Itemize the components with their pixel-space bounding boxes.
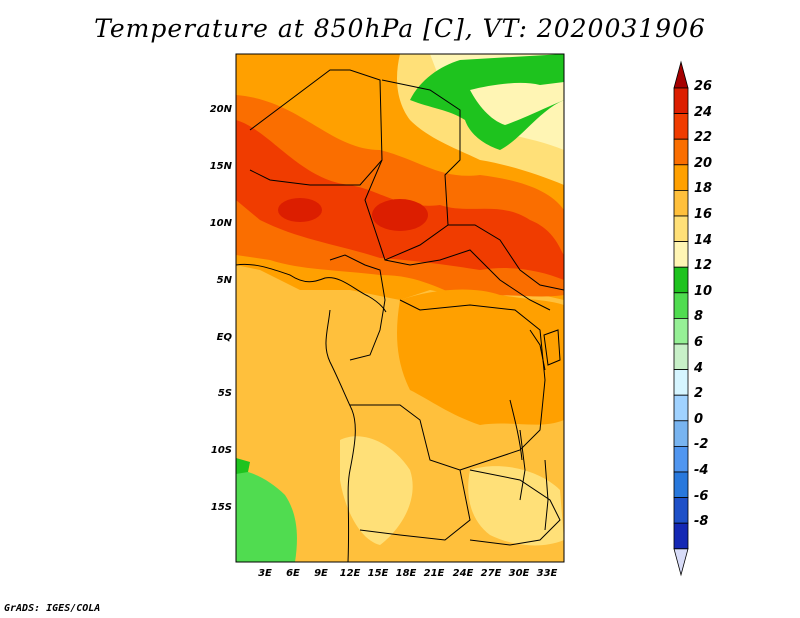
colorbar-label: 18 bbox=[694, 181, 713, 197]
border-cameroon bbox=[329, 254, 386, 361]
border-zambia bbox=[469, 469, 561, 546]
lat-label-10s: 10S bbox=[210, 445, 232, 456]
border-angola bbox=[350, 404, 471, 541]
colorbar bbox=[673, 60, 689, 577]
colorbar-box bbox=[673, 266, 689, 294]
colorbar-label: 10 bbox=[694, 283, 713, 299]
colorbar-box bbox=[673, 317, 689, 345]
field-hot-26-a bbox=[372, 199, 428, 231]
coastline-west-africa bbox=[236, 263, 387, 313]
lat-label-15n: 15N bbox=[209, 161, 232, 172]
lon-label-33e: 33E bbox=[536, 568, 558, 579]
colorbar-top-triangle bbox=[673, 60, 689, 89]
colorbar-box bbox=[673, 87, 689, 115]
colorbar-box bbox=[673, 113, 689, 140]
colorbar-box bbox=[673, 394, 689, 422]
temperature-field bbox=[236, 54, 564, 562]
colorbar-label: 20 bbox=[694, 155, 713, 171]
colorbar-box bbox=[673, 420, 689, 447]
colorbar-label: -6 bbox=[694, 488, 709, 504]
colorbar-label: 14 bbox=[694, 232, 713, 248]
field-warm-24 bbox=[236, 120, 564, 280]
colorbar-box bbox=[673, 292, 689, 319]
colorbar-label: 12 bbox=[694, 258, 713, 274]
colorbar-label: 0 bbox=[694, 411, 704, 427]
colorbar-label: 2 bbox=[694, 386, 704, 402]
border-niger bbox=[249, 69, 383, 186]
colorbar-box bbox=[673, 215, 689, 243]
lat-label-5n: 5N bbox=[216, 275, 232, 286]
lat-label-10n: 10N bbox=[209, 218, 232, 229]
lon-label-12e: 12E bbox=[339, 568, 361, 579]
colorbar-box bbox=[673, 445, 689, 473]
colorbar-box bbox=[673, 241, 689, 268]
colorbar-box bbox=[673, 471, 689, 499]
field-pale-in-green bbox=[470, 82, 564, 125]
map-frame bbox=[235, 53, 565, 563]
lon-label-9e: 9E bbox=[314, 568, 328, 579]
colorbar-box bbox=[673, 369, 689, 396]
colorbar-label: 4 bbox=[694, 360, 704, 376]
field-hot-26-b bbox=[278, 198, 322, 222]
lon-label-30e: 30E bbox=[508, 568, 530, 579]
lon-label-24e: 24E bbox=[452, 568, 474, 579]
colorbar-label: -4 bbox=[694, 463, 709, 478]
colorbar-label: 6 bbox=[694, 335, 704, 350]
field-orange-east bbox=[397, 289, 564, 425]
field-yellow-south-b bbox=[468, 466, 564, 546]
coastline-west-central bbox=[325, 309, 356, 562]
lon-label-21e: 21E bbox=[423, 568, 445, 579]
lake-victoria bbox=[543, 329, 561, 366]
lake-malawi bbox=[544, 459, 549, 531]
border-sudan bbox=[448, 224, 564, 291]
colorbar-label: 26 bbox=[694, 79, 713, 94]
colorbar-label: 24 bbox=[694, 104, 713, 120]
lakes-east bbox=[509, 329, 546, 461]
colorbar-label: 16 bbox=[694, 207, 713, 222]
lat-label-5s: 5S bbox=[217, 388, 232, 399]
boundaries bbox=[236, 69, 564, 562]
colorbar-label: 8 bbox=[694, 309, 704, 325]
colorbar-label: -2 bbox=[694, 437, 709, 453]
field-yellow-south-a bbox=[340, 436, 413, 545]
field-green-sw-edge bbox=[236, 458, 250, 474]
lon-label-18e: 18E bbox=[395, 568, 417, 579]
colorbar-box bbox=[673, 189, 689, 217]
field-green-sw bbox=[236, 470, 297, 562]
lon-label-27e: 27E bbox=[480, 568, 502, 579]
map-title: Temperature at 850hPa [C], VT: 202003190… bbox=[94, 14, 706, 43]
lon-label-15e: 15E bbox=[367, 568, 389, 579]
colorbar-bottom-triangle bbox=[673, 548, 689, 577]
lat-label-15s: 15S bbox=[210, 502, 232, 513]
lon-label-6e: 6E bbox=[286, 568, 300, 579]
lon-label-3e: 3E bbox=[258, 568, 272, 579]
grads-credit: GrADS: IGES/COLA bbox=[4, 603, 101, 614]
colorbar-box bbox=[673, 497, 689, 524]
lat-label-20n: 20N bbox=[209, 104, 232, 115]
colorbar-box bbox=[673, 343, 689, 371]
lake-tanganyika bbox=[519, 429, 526, 501]
colorbar-box bbox=[673, 522, 689, 550]
colorbar-label: 22 bbox=[694, 130, 713, 146]
border-car bbox=[384, 249, 551, 311]
colorbar-box bbox=[673, 164, 689, 191]
lat-label-eq: EQ bbox=[216, 332, 232, 343]
colorbar-box bbox=[673, 138, 689, 166]
colorbar-label: -8 bbox=[694, 514, 709, 530]
